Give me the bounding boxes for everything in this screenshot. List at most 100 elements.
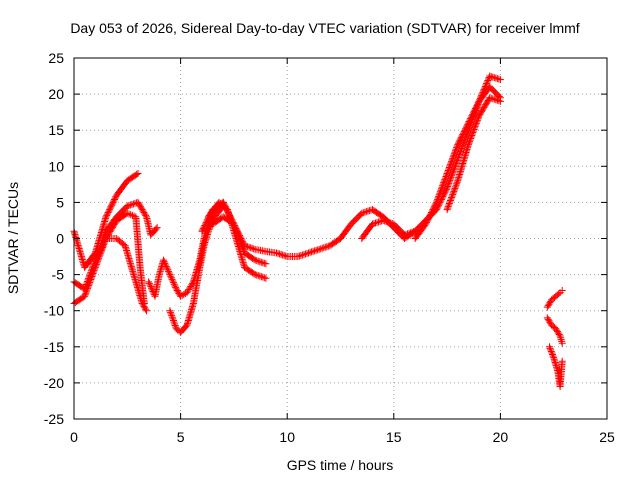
series-marker	[402, 230, 410, 238]
series-marker	[201, 222, 209, 230]
series-marker	[185, 286, 193, 294]
data-point	[145, 278, 153, 286]
data-point	[251, 256, 259, 264]
series-marker	[462, 123, 470, 131]
series-marker	[238, 241, 246, 249]
data-point	[443, 170, 451, 178]
series-marker	[145, 279, 153, 287]
series-marker	[81, 291, 89, 299]
series-marker	[93, 252, 101, 260]
series-marker	[449, 189, 457, 197]
series-marker	[199, 224, 207, 232]
series-marker	[239, 244, 247, 252]
series-marker	[141, 304, 149, 312]
series-marker	[160, 258, 168, 266]
series-marker	[237, 240, 245, 248]
data-point	[358, 209, 366, 217]
series-marker	[442, 173, 450, 181]
series-marker	[248, 244, 256, 252]
series-marker	[309, 247, 317, 255]
series-marker	[444, 166, 452, 174]
series-marker	[459, 141, 467, 149]
series-marker	[449, 153, 457, 161]
series-marker	[108, 200, 116, 208]
series-marker	[94, 250, 102, 258]
series-marker	[457, 133, 465, 141]
series-marker	[466, 116, 474, 124]
series-marker	[135, 200, 143, 208]
series-marker	[453, 158, 461, 166]
series-marker	[456, 149, 464, 157]
series-marker	[546, 318, 554, 326]
data-point	[183, 289, 191, 297]
series-marker	[82, 289, 90, 297]
data-point	[496, 97, 504, 105]
series-marker	[184, 287, 192, 295]
series-marker	[318, 244, 326, 252]
series-marker	[97, 245, 105, 253]
series-marker	[471, 122, 479, 130]
series-marker	[137, 203, 145, 211]
series-marker	[298, 251, 306, 259]
series-marker	[375, 218, 383, 226]
x-tick-label: 5	[177, 429, 185, 445]
series-marker	[553, 326, 561, 334]
series-marker	[455, 152, 463, 160]
series-marker	[95, 249, 103, 257]
data-point	[91, 263, 99, 271]
series-marker	[370, 220, 378, 228]
series-marker	[547, 346, 555, 354]
series-marker	[236, 237, 244, 245]
series-marker	[470, 125, 478, 133]
series-marker	[555, 290, 563, 298]
series-marker	[92, 262, 100, 270]
series-marker	[441, 188, 449, 196]
series-marker	[254, 272, 262, 280]
series-marker	[83, 286, 91, 294]
series-marker	[87, 274, 95, 282]
series-marker	[362, 208, 370, 216]
series-marker	[474, 100, 482, 108]
series-marker	[146, 281, 154, 289]
series-marker	[446, 198, 454, 206]
series-marker	[93, 253, 101, 261]
series-marker	[200, 223, 208, 231]
series-marker	[467, 115, 475, 123]
series-marker	[453, 157, 461, 165]
series-marker	[85, 280, 93, 288]
series-marker	[297, 252, 305, 260]
data-point	[543, 314, 551, 322]
series-marker	[100, 239, 108, 247]
series-marker	[167, 274, 175, 282]
series-marker	[82, 288, 90, 296]
series-marker	[545, 300, 553, 308]
series-marker	[558, 337, 566, 345]
series-marker	[92, 255, 100, 263]
series-marker	[483, 79, 491, 87]
series-marker	[96, 247, 104, 255]
series-marker	[472, 105, 480, 113]
series-marker	[253, 257, 261, 265]
series-marker	[187, 282, 195, 290]
data-point	[496, 76, 504, 84]
series-marker	[111, 196, 119, 204]
series-marker	[460, 137, 468, 145]
series-marker	[458, 144, 466, 152]
series-marker	[445, 201, 453, 209]
data-point	[454, 141, 462, 149]
series-marker	[454, 139, 462, 147]
series-marker	[469, 127, 477, 135]
series-marker	[376, 217, 384, 225]
series-marker	[444, 182, 452, 190]
series-marker	[245, 243, 253, 251]
series-marker	[435, 192, 443, 200]
series-marker	[557, 334, 565, 342]
series-marker	[447, 159, 455, 167]
series-marker	[407, 229, 415, 237]
data-point	[166, 307, 174, 315]
series-marker	[142, 211, 150, 219]
data-point	[262, 274, 270, 282]
series-marker	[460, 128, 468, 136]
series-marker	[162, 263, 170, 271]
series-marker	[449, 190, 457, 198]
